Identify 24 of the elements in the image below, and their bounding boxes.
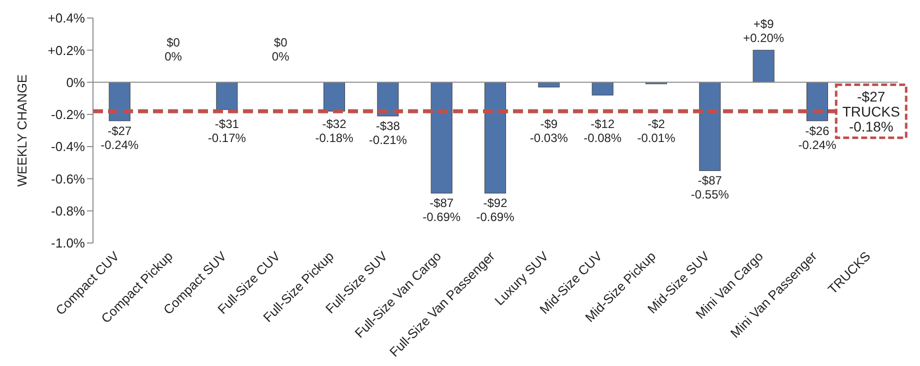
y-tick-label: 0% <box>66 74 86 90</box>
data-label: -$87 -0.55% <box>690 174 730 202</box>
y-axis-title: WEEKLY CHANGE <box>14 74 30 187</box>
y-tick-label: -0.2% <box>51 107 86 122</box>
data-label: -$2 -0.01% <box>637 117 676 146</box>
data-label: $0 0% <box>272 35 290 64</box>
data-label: -$12 -0.08% <box>584 117 622 146</box>
y-tick-label: -0.4% <box>51 139 86 154</box>
y-tick-label: +0.2% <box>48 42 86 58</box>
y-tick-label: +0.4% <box>48 10 86 26</box>
data-label: -$32 -0.18% <box>315 117 354 146</box>
data-label: -$9 -0.03% <box>530 117 568 146</box>
data-label: -$27 -0.24% <box>100 124 139 152</box>
y-tick-label: -0.6% <box>51 171 86 186</box>
data-label: -$26 -0.24% <box>798 124 837 152</box>
data-label: -$31 -0.17% <box>208 117 246 146</box>
y-tick-label: -0.8% <box>51 203 86 218</box>
data-label: -$92 -0.69% <box>476 196 515 224</box>
data-label: $0 0% <box>164 35 182 64</box>
data-label: -$38 -0.21% <box>368 119 408 148</box>
data-label: -$87 -0.69% <box>422 196 461 224</box>
data-label: +$9 +0.20% <box>743 17 784 46</box>
y-tick-label: -1.0% <box>51 236 86 251</box>
ref-line-label: -$27 TRUCKS -0.18% <box>842 88 900 135</box>
